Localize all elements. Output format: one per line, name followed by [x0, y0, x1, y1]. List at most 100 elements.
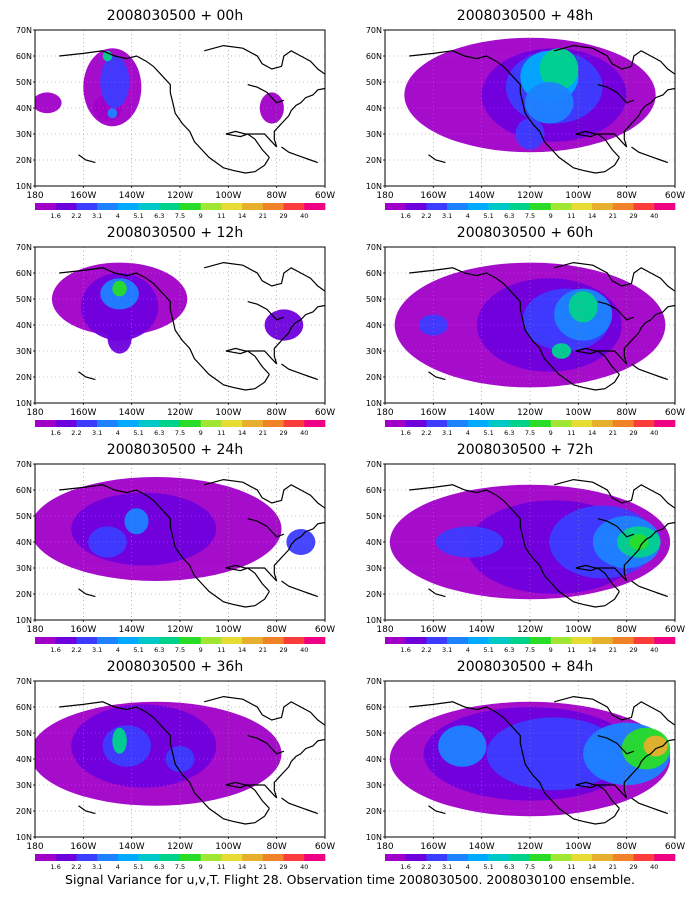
coastline-layer: [59, 261, 325, 391]
colorbar-level-label: 1.6: [51, 646, 61, 654]
lon-tick-label: 100W: [215, 842, 241, 852]
coastline: [281, 797, 319, 815]
lon-tick-label: 60W: [665, 408, 685, 418]
variance-region: [124, 508, 149, 535]
colorbar-swatch: [571, 637, 593, 644]
colorbar-level-label: 14: [238, 646, 246, 654]
lon-tick-label: 120W: [517, 191, 543, 201]
colorbar-level-label: 21: [259, 429, 267, 437]
panel-title: 2008030500 + 84h: [456, 659, 594, 675]
colorbar-level-label: 7.5: [175, 212, 185, 220]
coastline: [631, 146, 669, 164]
lat-tick-label: 30N: [366, 564, 382, 573]
colorbar-swatch: [550, 420, 572, 427]
colorbar-swatch: [200, 637, 222, 644]
lon-tick-label: 180: [26, 408, 43, 418]
colorbar-swatch: [592, 420, 614, 427]
lon-tick-label: 160W: [420, 842, 446, 852]
colorbar-level-label: 29: [629, 212, 637, 220]
colorbar-level-label: 11: [567, 863, 575, 871]
coastline: [409, 484, 620, 608]
colorbar-swatch: [488, 637, 510, 644]
colorbar-level-label: 3.1: [442, 863, 452, 871]
coastline: [597, 301, 635, 321]
colorbar-swatch: [35, 854, 57, 861]
lon-tick-label: 180: [376, 625, 393, 635]
variance-region: [286, 529, 316, 555]
panel-background: [5, 26, 345, 224]
lat-tick-label: 50N: [366, 512, 382, 521]
variance-region: [107, 108, 118, 119]
lat-tick-label: 20N: [16, 590, 32, 599]
lon-tick-label: 80W: [616, 625, 636, 635]
coastline: [554, 478, 675, 509]
map-panel: 2008030500 + 84h 70N 60N 50N 40N 30N 20N 10N 18…: [355, 659, 695, 875]
coastline: [554, 261, 675, 292]
lon-tick-label: 60W: [315, 625, 335, 635]
colorbar-level-label: 3.1: [92, 646, 102, 654]
lat-tick-label: 70N: [366, 26, 382, 35]
coastline: [247, 518, 285, 538]
colorbar-swatch: [159, 637, 181, 644]
colorbar-level-label: 4: [466, 863, 470, 871]
colorbar-level-label: 21: [259, 646, 267, 654]
shading-layer: [35, 477, 316, 581]
lat-tick-label: 40N: [366, 321, 382, 330]
coastline: [247, 301, 285, 321]
variance-region: [107, 322, 132, 354]
coastline: [575, 304, 675, 375]
colorbar-level-label: 11: [567, 212, 575, 220]
colorbar-swatch: [117, 854, 139, 861]
lon-tick-label: 160W: [420, 191, 446, 201]
variance-region: [525, 82, 574, 124]
lat-tick-label: 70N: [16, 677, 32, 686]
lat-tick-label: 60N: [366, 269, 382, 278]
colorbar-level-label: 9: [549, 863, 553, 871]
colorbar-level-label: 3.1: [442, 646, 452, 654]
colorbar-level-label: 2.2: [421, 212, 431, 220]
colorbar-level-label: 2.2: [71, 212, 81, 220]
coastline: [575, 87, 675, 158]
lon-tick-label: 120W: [517, 842, 543, 852]
lat-tick-label: 30N: [366, 781, 382, 790]
lat-tick-label: 40N: [16, 321, 32, 330]
lat-tick-label: 20N: [16, 373, 32, 382]
lat-tick-label: 60N: [16, 52, 32, 61]
panel-title: 2008030500 + 00h: [106, 8, 244, 24]
shading-layer: [35, 701, 282, 806]
colorbar-swatch: [509, 203, 531, 210]
coastline-layer: [59, 478, 325, 608]
lon-tick-label: 80W: [616, 408, 636, 418]
colorbar-swatch: [283, 420, 305, 427]
colorbar-level-label: 6.3: [154, 646, 164, 654]
lon-tick-label: 120W: [167, 842, 193, 852]
colorbar-level-label: 9: [549, 646, 553, 654]
map-panel: 2008030500 + 36h 70N 60N 50N 40N 30N 20N 10N 18…: [5, 659, 345, 875]
lat-tick-label: 30N: [16, 564, 32, 573]
colorbar-swatch: [530, 637, 552, 644]
colorbar-swatch: [405, 420, 427, 427]
lon-tick-label: 120W: [167, 408, 193, 418]
lon-tick-label: 60W: [315, 842, 335, 852]
colorbar-level-label: 2.2: [71, 429, 81, 437]
colorbar-level-label: 4: [466, 212, 470, 220]
lat-tick-label: 20N: [366, 807, 382, 816]
colorbar-level-label: 6.3: [504, 863, 514, 871]
coastline: [575, 521, 675, 592]
lat-tick-label: 10N: [16, 182, 32, 191]
colorbar-level-label: 6.3: [154, 863, 164, 871]
colorbar-swatch: [654, 854, 676, 861]
coastline: [204, 261, 325, 292]
lon-tick-label: 80W: [616, 191, 636, 201]
lon-tick-label: 140W: [469, 625, 495, 635]
colorbar-swatch: [117, 203, 139, 210]
colorbar-level-label: 40: [650, 863, 658, 871]
shading-layer: [35, 48, 284, 127]
colorbar-level-label: 6.3: [504, 212, 514, 220]
colorbar-swatch: [447, 637, 469, 644]
lat-tick-label: 10N: [16, 833, 32, 842]
colorbar-level-label: 11: [567, 429, 575, 437]
colorbar-swatch: [159, 203, 181, 210]
